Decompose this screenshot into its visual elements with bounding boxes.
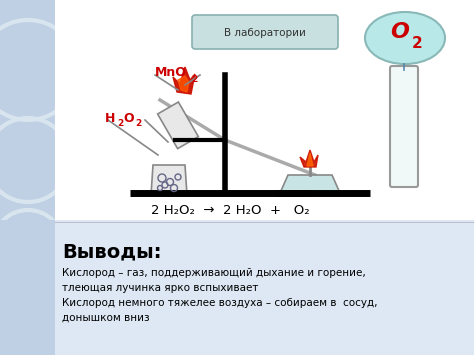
Ellipse shape — [365, 12, 445, 64]
Text: 2: 2 — [191, 75, 197, 83]
FancyBboxPatch shape — [390, 66, 418, 187]
FancyBboxPatch shape — [0, 0, 55, 355]
Polygon shape — [178, 76, 189, 92]
Polygon shape — [300, 150, 318, 167]
Text: 2 H₂O₂  →  2 H₂O  +   O₂: 2 H₂O₂ → 2 H₂O + O₂ — [151, 203, 310, 217]
Polygon shape — [307, 153, 313, 166]
FancyBboxPatch shape — [0, 220, 55, 355]
Text: O: O — [123, 111, 134, 125]
Text: 2: 2 — [135, 120, 141, 129]
Text: Кислород немного тяжелее воздуха – собираем в  сосуд,: Кислород немного тяжелее воздуха – собир… — [62, 298, 377, 308]
Polygon shape — [151, 165, 187, 195]
Text: Выводы:: Выводы: — [62, 242, 162, 261]
Text: H: H — [105, 111, 115, 125]
Polygon shape — [173, 67, 195, 94]
Polygon shape — [280, 175, 340, 193]
FancyBboxPatch shape — [55, 0, 474, 220]
Polygon shape — [158, 102, 199, 149]
Text: MnO: MnO — [155, 66, 187, 78]
Text: донышком вниз: донышком вниз — [62, 313, 150, 323]
FancyBboxPatch shape — [55, 220, 474, 355]
Text: O: O — [391, 22, 410, 42]
Text: тлеющая лучинка ярко вспыхивает: тлеющая лучинка ярко вспыхивает — [62, 283, 258, 293]
Text: В лаборатории: В лаборатории — [224, 28, 306, 38]
Text: 2: 2 — [117, 120, 123, 129]
FancyBboxPatch shape — [192, 15, 338, 49]
Text: 2: 2 — [411, 37, 422, 51]
Text: Кислород – газ, поддерживающий дыхание и горение,: Кислород – газ, поддерживающий дыхание и… — [62, 268, 366, 278]
